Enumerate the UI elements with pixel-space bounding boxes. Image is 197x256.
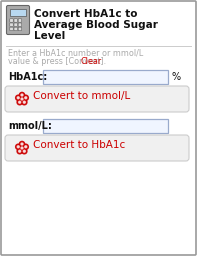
Circle shape: [23, 95, 28, 100]
FancyBboxPatch shape: [18, 27, 22, 31]
Text: Enter a HbA1c number or mmol/L: Enter a HbA1c number or mmol/L: [8, 49, 143, 58]
FancyBboxPatch shape: [14, 27, 17, 31]
FancyBboxPatch shape: [14, 23, 17, 26]
Circle shape: [21, 147, 23, 149]
Circle shape: [19, 145, 25, 151]
Circle shape: [23, 150, 25, 152]
FancyBboxPatch shape: [18, 23, 22, 26]
Circle shape: [19, 141, 25, 147]
Circle shape: [19, 92, 25, 98]
Text: Level: Level: [34, 31, 65, 41]
Circle shape: [25, 97, 27, 99]
Circle shape: [17, 146, 19, 148]
Text: HbA1c:: HbA1c:: [8, 72, 47, 82]
Circle shape: [16, 144, 21, 150]
Text: %: %: [172, 72, 181, 82]
Circle shape: [17, 100, 22, 105]
FancyBboxPatch shape: [10, 27, 13, 31]
FancyBboxPatch shape: [10, 23, 13, 26]
Circle shape: [23, 144, 28, 150]
Circle shape: [22, 148, 27, 154]
FancyBboxPatch shape: [18, 19, 22, 22]
FancyBboxPatch shape: [43, 70, 168, 84]
Text: Convert HbA1c to: Convert HbA1c to: [34, 9, 138, 19]
Circle shape: [21, 94, 23, 96]
FancyBboxPatch shape: [10, 19, 13, 22]
Circle shape: [21, 143, 23, 145]
Circle shape: [23, 101, 25, 103]
Circle shape: [21, 98, 23, 100]
FancyBboxPatch shape: [7, 5, 30, 35]
FancyBboxPatch shape: [5, 135, 189, 161]
Circle shape: [19, 101, 21, 103]
Circle shape: [19, 96, 25, 102]
FancyBboxPatch shape: [43, 119, 168, 133]
Text: Convert to HbA1c: Convert to HbA1c: [33, 140, 125, 150]
FancyBboxPatch shape: [14, 19, 17, 22]
Circle shape: [16, 95, 21, 100]
Text: value & press [Convert].: value & press [Convert].: [8, 57, 106, 66]
Circle shape: [25, 146, 27, 148]
Circle shape: [22, 100, 27, 105]
Circle shape: [19, 150, 21, 152]
Text: Convert to mmol/L: Convert to mmol/L: [33, 91, 130, 101]
FancyBboxPatch shape: [10, 9, 26, 16]
Text: Clear: Clear: [81, 57, 102, 66]
FancyBboxPatch shape: [5, 86, 189, 112]
Text: mmol/L:: mmol/L:: [8, 121, 52, 131]
Text: Average Blood Sugar: Average Blood Sugar: [34, 20, 158, 30]
Circle shape: [17, 148, 22, 154]
Circle shape: [17, 97, 19, 99]
